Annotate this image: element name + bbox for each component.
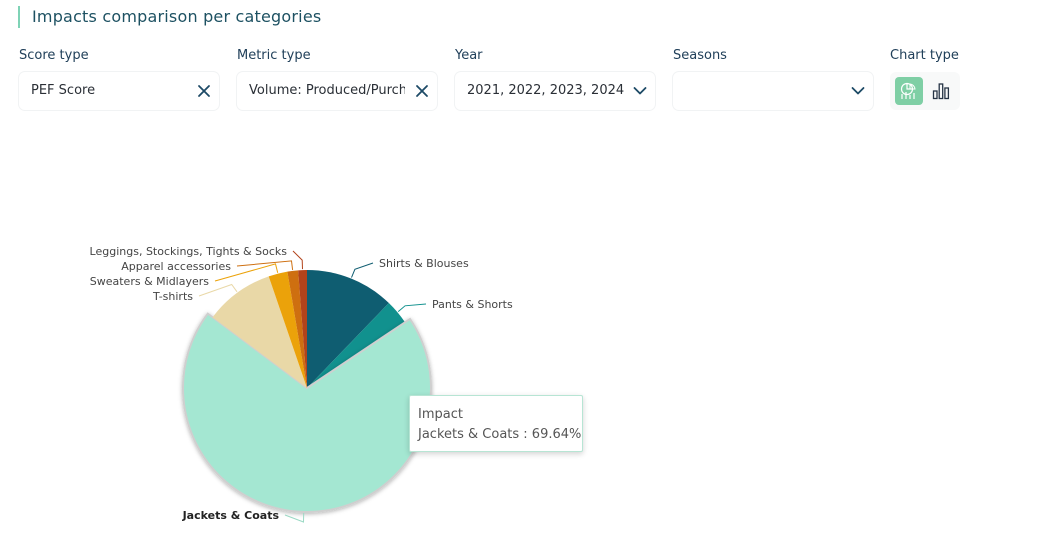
score-type-select[interactable]: PEF Score (19, 72, 219, 110)
pie-slice[interactable] (182, 312, 432, 513)
leader-line (236, 260, 294, 270)
metric-type-label: Metric type (237, 48, 311, 63)
pie-slice[interactable] (212, 276, 307, 388)
pie-chart-icon (900, 82, 916, 99)
leader-line (292, 250, 303, 270)
seasons-select[interactable] (673, 72, 873, 110)
pie-slice[interactable] (287, 270, 307, 388)
year-label: Year (455, 48, 483, 63)
bar-chart-button[interactable] (927, 77, 955, 105)
chart-type-toggle (890, 72, 960, 110)
chart-tooltip: Impact Jackets & Coats : 69.64% (409, 395, 583, 452)
year-value: 2021, 2022, 2023, 2024 (467, 83, 625, 98)
section-title: Impacts comparison per categories (18, 6, 321, 28)
leader-line (284, 512, 305, 523)
clear-icon[interactable] (411, 80, 433, 102)
pie-slice[interactable] (307, 270, 389, 388)
seasons-label: Seasons (673, 48, 727, 63)
slice-label: Leggings, Stockings, Tights & Socks (90, 245, 288, 258)
leader-line (198, 283, 238, 297)
pie-slice[interactable] (268, 271, 307, 388)
chevron-down-icon[interactable] (629, 80, 651, 102)
tooltip-title: Impact (418, 407, 463, 422)
bar-chart-icon (932, 83, 950, 100)
pie-chart-button[interactable] (895, 77, 923, 105)
slice-label: Apparel accessories (121, 260, 231, 273)
year-select[interactable]: 2021, 2022, 2023, 2024 (455, 72, 655, 110)
tooltip-text: Jackets & Coats : 69.64% (418, 427, 582, 442)
pie-slice[interactable] (307, 303, 406, 388)
leader-line (351, 262, 374, 278)
metric-type-value: Volume: Produced/Purch (249, 83, 405, 98)
slice-label: T-shirts (152, 290, 193, 303)
slice-label: Shirts & Blouses (379, 257, 469, 270)
score-type-label: Score type (19, 48, 89, 63)
score-type-value: PEF Score (31, 83, 96, 98)
metric-type-select[interactable]: Volume: Produced/Purch (237, 72, 437, 110)
chart-type-label: Chart type (890, 48, 959, 63)
slice-label: Jackets & Coats (182, 509, 280, 522)
pie-slice[interactable] (298, 270, 307, 388)
slice-label: Pants & Shorts (432, 298, 513, 311)
leader-line (397, 303, 427, 312)
clear-icon[interactable] (193, 80, 215, 102)
leader-line (214, 263, 279, 282)
slice-label: Sweaters & Midlayers (90, 275, 210, 288)
chevron-down-icon[interactable] (847, 80, 869, 102)
